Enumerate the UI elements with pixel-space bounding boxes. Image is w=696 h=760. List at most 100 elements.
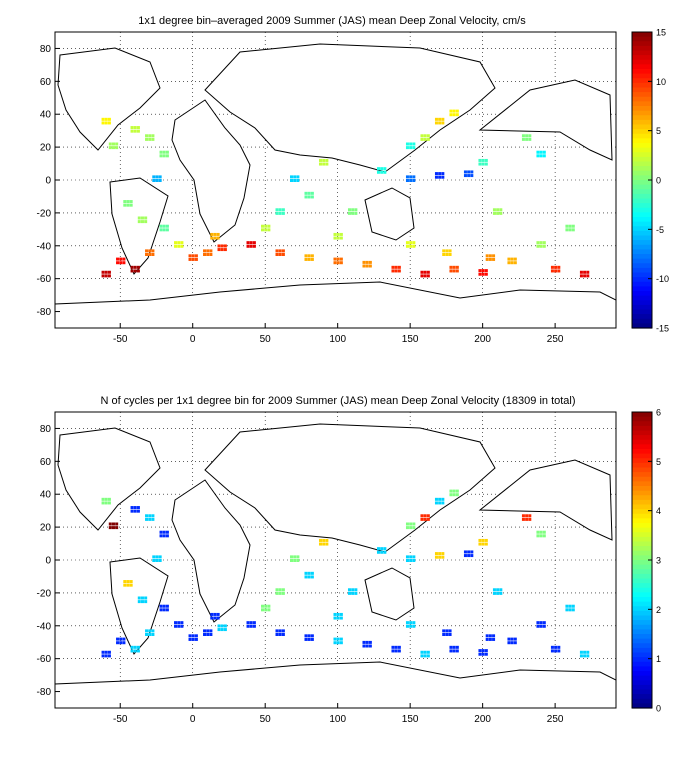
data-cell — [420, 274, 424, 278]
data-cell — [249, 241, 253, 245]
data-cell — [137, 596, 141, 600]
data-cell — [310, 195, 314, 199]
data-cell — [485, 257, 489, 261]
data-cell — [206, 249, 210, 253]
colorbar-band — [632, 156, 652, 163]
data-cell — [420, 654, 424, 658]
data-cell — [101, 501, 105, 505]
data-cell — [586, 650, 590, 654]
data-cell — [246, 621, 250, 625]
data-cell — [445, 249, 449, 253]
data-cell — [155, 559, 159, 562]
data-cell — [275, 211, 279, 215]
data-cell — [289, 179, 293, 182]
colorbar-band — [632, 453, 652, 459]
data-cell — [333, 612, 337, 616]
data-cell — [579, 650, 583, 654]
data-cell — [499, 588, 503, 592]
colorbar-band — [632, 50, 652, 56]
data-cell — [133, 649, 137, 653]
data-cell — [568, 228, 572, 232]
data-cell — [159, 228, 163, 232]
y-tick-label: -80 — [37, 307, 52, 318]
data-cell — [148, 633, 152, 636]
data-cell — [137, 216, 141, 220]
data-cell — [380, 550, 384, 554]
data-cell — [542, 244, 546, 248]
data-cell — [488, 257, 492, 261]
data-cell — [347, 208, 351, 212]
data-cell — [542, 624, 546, 628]
data-cell — [423, 137, 427, 141]
data-cell — [130, 649, 134, 653]
data-cell — [246, 244, 250, 248]
colorbar-band — [632, 620, 652, 626]
data-cell — [438, 172, 442, 176]
data-cell — [557, 645, 561, 649]
data-cell — [438, 117, 442, 121]
colorbar-band — [632, 184, 652, 190]
data-cell — [126, 583, 130, 587]
data-cell — [478, 649, 482, 653]
colorbar-band — [632, 421, 652, 427]
data-cell — [507, 641, 511, 645]
data-cell — [310, 575, 314, 579]
data-cell — [278, 249, 282, 253]
data-cell — [550, 645, 554, 649]
data-cell — [507, 261, 511, 265]
colorbar-tick-label: 4 — [656, 506, 661, 516]
data-cell — [252, 621, 256, 625]
data-cell — [380, 170, 384, 174]
data-cell — [155, 175, 159, 179]
colorbar-band — [632, 189, 652, 195]
data-cell — [426, 134, 430, 138]
data-cell — [423, 134, 427, 138]
data-cell — [383, 170, 387, 174]
data-cell — [441, 121, 445, 125]
data-cell — [536, 150, 540, 154]
colorbar-band — [632, 490, 652, 496]
data-cell — [101, 274, 105, 278]
data-cell — [261, 604, 265, 608]
y-tick-label: 60 — [40, 457, 52, 468]
colorbar-band — [632, 430, 652, 436]
y-tick-label: 20 — [40, 523, 52, 534]
data-cell — [133, 645, 137, 649]
data-cell — [275, 588, 279, 592]
data-cell — [347, 588, 351, 592]
y-tick-label: -60 — [37, 274, 52, 285]
data-cell — [525, 134, 529, 138]
colorbar-band — [632, 78, 652, 84]
data-cell — [252, 241, 256, 245]
data-cell — [130, 265, 134, 269]
colorbar-band — [632, 166, 652, 172]
data-cell — [180, 624, 184, 628]
y-axis: -80 -60 -40 -20 0 20 40 60 80 — [37, 424, 60, 698]
data-cell — [426, 650, 430, 654]
data-cell — [478, 538, 482, 542]
data-cell — [481, 162, 485, 166]
x-tick-label: 250 — [547, 334, 564, 345]
colorbar-band — [632, 703, 652, 709]
data-cell — [188, 637, 192, 641]
data-cell — [542, 154, 546, 158]
data-cell — [322, 538, 326, 542]
data-cell — [481, 652, 485, 656]
colorbar-band — [632, 467, 652, 473]
data-cell — [129, 203, 133, 207]
data-cell — [188, 634, 192, 638]
colorbar-band — [632, 439, 652, 445]
data-cell — [281, 249, 285, 253]
colorbar-band — [632, 615, 652, 621]
data-cell — [354, 208, 358, 212]
data-cell — [536, 244, 540, 248]
colorbar-band — [632, 573, 652, 580]
data-cell — [554, 265, 558, 269]
data-cell — [405, 244, 409, 248]
data-cell — [180, 244, 184, 248]
data-cell — [409, 621, 413, 625]
data-cell — [397, 269, 401, 273]
data-cell — [267, 604, 271, 608]
data-cell — [116, 641, 120, 645]
